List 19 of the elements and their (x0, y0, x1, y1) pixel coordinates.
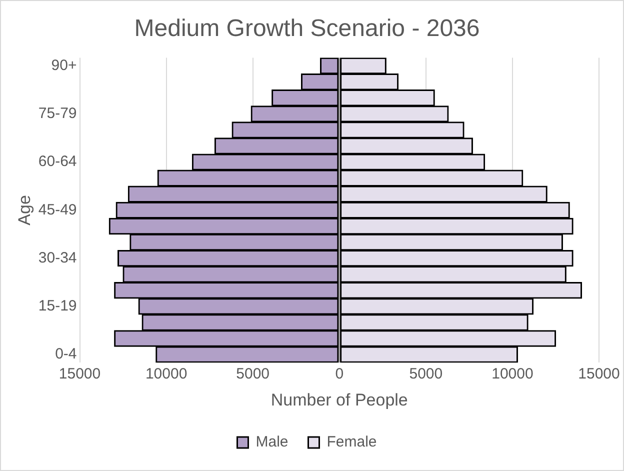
chart-title: Medium Growth Scenario - 2036 (134, 15, 480, 42)
x-tick-label: 5000 (409, 366, 443, 383)
legend-label: Female (326, 434, 377, 451)
x-tick-label: 15000 (58, 366, 101, 383)
y-tick-label: 45-49 (38, 201, 77, 218)
x-tick-label: 5000 (236, 366, 270, 383)
y-axis-title: Age (14, 195, 34, 226)
y-tick-label: 15-19 (38, 298, 77, 315)
legend-label: Male (256, 434, 288, 451)
y-tick-label: 30-34 (38, 249, 77, 266)
x-tick-label: 0 (335, 366, 344, 383)
y-tick-label: 60-64 (38, 153, 77, 170)
y-tick-label: 90+ (51, 56, 77, 74)
x-axis-title: Number of People (270, 390, 408, 410)
y-tick-label: 75-79 (38, 105, 77, 122)
y-tick-label: 0-4 (55, 346, 77, 363)
x-tick-label: 10000 (145, 366, 188, 383)
x-tick-label: 15000 (578, 366, 620, 383)
x-tick-label: 10000 (492, 366, 534, 383)
